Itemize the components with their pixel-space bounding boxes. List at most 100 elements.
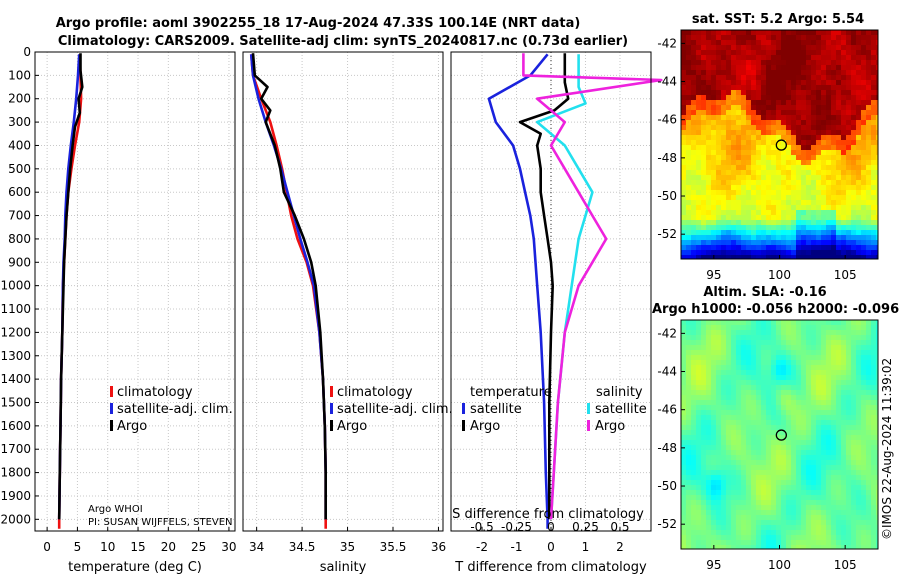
map-cell <box>816 125 822 131</box>
map-cell <box>801 345 807 351</box>
map-cell <box>776 75 782 81</box>
map-cell <box>796 225 802 231</box>
map-cell <box>761 95 767 101</box>
map-cell <box>766 55 772 61</box>
map-cell <box>721 515 727 521</box>
map-cell <box>781 160 787 166</box>
map-cell <box>716 450 722 456</box>
map-cell <box>871 180 877 186</box>
map-cell <box>731 205 737 211</box>
map-cell <box>711 480 717 486</box>
map-cell <box>866 30 872 36</box>
map-cell <box>876 420 878 426</box>
map-cell <box>756 335 762 341</box>
map-cell <box>711 430 717 436</box>
map-cell <box>826 325 832 331</box>
map-cell <box>786 65 792 71</box>
map-cell <box>711 205 717 211</box>
map-cell <box>821 250 827 256</box>
map-cell <box>861 130 867 136</box>
map-cell <box>751 140 757 146</box>
map-cell <box>811 190 817 196</box>
map-cell <box>871 165 877 171</box>
map-cell <box>866 510 872 516</box>
map-cell <box>726 430 732 436</box>
map-cell <box>701 75 707 81</box>
map-cell <box>691 425 697 431</box>
map-cell <box>716 185 722 191</box>
map-cell <box>696 60 702 66</box>
map-cell <box>756 390 762 396</box>
map-cell <box>751 180 757 186</box>
map-cell <box>811 325 817 331</box>
map-cell <box>836 480 842 486</box>
map-cell <box>736 195 742 201</box>
map-cell <box>761 545 767 549</box>
map-cell <box>696 135 702 141</box>
map-cell <box>696 180 702 186</box>
map-cell <box>871 405 877 411</box>
map-cell <box>701 500 707 506</box>
map-cell <box>686 95 692 101</box>
map-cell <box>801 490 807 496</box>
map-cell <box>811 420 817 426</box>
map-cell <box>696 85 702 91</box>
map-cell <box>851 155 857 161</box>
map-cell <box>806 250 812 256</box>
map-cell <box>816 70 822 76</box>
map-cell <box>851 505 857 511</box>
x-tick-label-secondary: 0.5 <box>610 520 629 534</box>
map-cell <box>826 105 832 111</box>
map-cell <box>811 425 817 431</box>
map-cell <box>751 205 757 211</box>
map-cell <box>851 465 857 471</box>
map-cell <box>871 375 877 381</box>
map-cell <box>856 445 862 451</box>
map-cell <box>796 395 802 401</box>
map-cell <box>721 175 727 181</box>
map-cell <box>846 30 852 36</box>
map-cell <box>706 515 712 521</box>
map-cell <box>846 55 852 61</box>
map-cell <box>721 350 727 356</box>
map-cell <box>801 545 807 549</box>
map-cell <box>776 440 782 446</box>
map-cell <box>791 195 797 201</box>
map-cell <box>811 100 817 106</box>
map-cell <box>686 140 692 146</box>
map-cell <box>841 375 847 381</box>
map-cell <box>781 380 787 386</box>
map-cell <box>746 155 752 161</box>
map-cell <box>686 540 692 546</box>
map-cell <box>706 170 712 176</box>
map-cell <box>751 120 757 126</box>
map-cell <box>816 235 822 241</box>
map-cell <box>821 390 827 396</box>
map-cell <box>761 115 767 121</box>
map-cell <box>721 180 727 186</box>
map-cell <box>686 155 692 161</box>
map-cell <box>681 385 687 391</box>
map-cell <box>876 75 878 81</box>
map-cell <box>686 180 692 186</box>
map-cell <box>721 240 727 246</box>
map-cell <box>721 225 727 231</box>
map-cell <box>836 125 842 131</box>
map-cell <box>831 320 837 326</box>
map-cell <box>736 395 742 401</box>
map-cell <box>756 370 762 376</box>
figure-title-line-1: Argo profile: aoml 3902255_18 17-Aug-202… <box>56 16 581 31</box>
map-cell <box>786 515 792 521</box>
map-cell <box>826 115 832 121</box>
map-cell <box>756 320 762 326</box>
map-cell <box>741 185 747 191</box>
map-cell <box>876 195 878 201</box>
map-cell <box>836 170 842 176</box>
map-cell <box>706 405 712 411</box>
map-cell <box>766 200 772 206</box>
map-cell <box>826 175 832 181</box>
map-cell <box>851 115 857 121</box>
map-cell <box>836 530 842 536</box>
map-cell <box>856 335 862 341</box>
map-cell <box>811 415 817 421</box>
